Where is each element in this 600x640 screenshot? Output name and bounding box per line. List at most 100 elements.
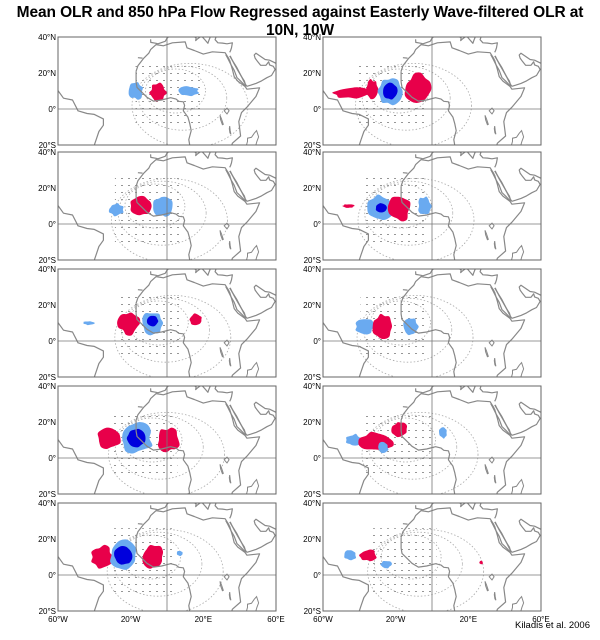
map-frame — [57, 151, 277, 261]
longitude-label: 60°E — [532, 615, 549, 624]
coastline — [245, 244, 260, 260]
latitude-label: 20°S — [39, 607, 56, 616]
negative-olr-anomaly — [418, 196, 432, 215]
mean-olr-contour — [121, 417, 183, 463]
coastline — [58, 439, 105, 494]
coastline — [488, 573, 495, 581]
coastline — [223, 107, 230, 115]
negative-olr-anomaly — [378, 441, 389, 454]
negative-olr-anomaly — [346, 433, 362, 446]
latitude-label: 40°N — [303, 499, 321, 508]
coastline — [490, 520, 512, 553]
map-frame — [57, 36, 277, 146]
longitude-label: 20°W — [121, 615, 141, 624]
latitude-label: 0° — [313, 571, 321, 580]
coastline — [494, 55, 512, 86]
latitude-label: 20°S — [39, 256, 56, 265]
coastline — [150, 37, 233, 53]
coastline — [488, 222, 495, 230]
coastline — [323, 556, 369, 611]
coastline — [494, 404, 512, 435]
longitude-label: 20°E — [195, 615, 212, 624]
coastline — [225, 54, 247, 87]
coastline — [135, 71, 192, 145]
coastline — [229, 521, 247, 552]
coastline — [135, 303, 192, 377]
latitude-label: 20°N — [303, 535, 321, 544]
coastline — [415, 503, 498, 519]
coastline — [135, 186, 192, 260]
negative-olr-anomaly — [344, 550, 357, 561]
coastline — [510, 244, 525, 260]
coastline — [245, 129, 260, 145]
positive-olr-anomaly — [404, 72, 432, 103]
latitude-label: 20°S — [304, 607, 321, 616]
figure-title: Mean OLR and 850 hPa Flow Regressed agai… — [16, 4, 584, 39]
coastline — [494, 170, 512, 201]
map-panels — [57, 36, 542, 612]
positive-olr-anomaly — [387, 196, 411, 222]
wind-vector-field — [371, 528, 437, 593]
coastline — [58, 556, 105, 611]
latitude-label: 20°N — [303, 301, 321, 310]
strong-negative-olr-anomaly — [383, 82, 398, 100]
longitude-label: 20°W — [386, 615, 406, 624]
mean-olr-contour — [114, 295, 232, 377]
negative-olr-anomaly — [176, 550, 183, 557]
coastline — [150, 503, 233, 519]
coastline — [484, 347, 489, 358]
coastline — [228, 592, 232, 601]
coastline — [494, 287, 512, 318]
map-frame — [322, 385, 542, 495]
coastline — [488, 107, 495, 115]
coastline — [400, 537, 457, 611]
latitude-label: 40°N — [38, 148, 56, 157]
map-panel — [57, 268, 277, 378]
coastline — [150, 269, 233, 285]
latitude-label: 40°N — [38, 382, 56, 391]
latitude-label: 20°N — [38, 535, 56, 544]
latitude-label: 0° — [48, 105, 56, 114]
map-frame — [322, 268, 542, 378]
positive-olr-anomaly — [91, 544, 114, 569]
coastline — [223, 456, 230, 464]
negative-olr-anomaly — [178, 86, 200, 97]
latitude-label: 40°N — [303, 33, 321, 42]
positive-olr-anomaly — [189, 313, 202, 326]
latitude-label: 0° — [48, 337, 56, 346]
negative-olr-anomaly — [438, 427, 447, 439]
coastline — [488, 456, 495, 464]
coastline — [510, 478, 525, 494]
coastline — [229, 55, 247, 86]
coastline — [415, 37, 498, 53]
coastline — [484, 581, 489, 592]
mean-olr-contour — [106, 529, 224, 611]
map-panel — [57, 36, 277, 146]
map-panel — [57, 502, 277, 612]
coastline — [484, 464, 489, 475]
mean-olr-contour — [364, 180, 454, 246]
coastline — [490, 169, 512, 202]
latitude-label: 40°N — [38, 265, 56, 274]
coastline — [228, 358, 232, 367]
strong-negative-olr-anomaly — [375, 203, 387, 213]
latitude-label: 0° — [48, 220, 56, 229]
coastline — [400, 71, 457, 145]
coastline — [494, 521, 512, 552]
coastline — [219, 115, 224, 126]
latitude-label: 40°N — [38, 499, 56, 508]
coastline — [510, 129, 525, 145]
map-panel — [322, 502, 542, 612]
latitude-label: 20°N — [303, 418, 321, 427]
positive-olr-anomaly — [342, 204, 355, 208]
coastline — [400, 303, 457, 377]
strong-negative-olr-anomaly — [114, 546, 133, 565]
map-panel — [322, 36, 542, 146]
coastline — [219, 230, 224, 241]
coastline — [490, 286, 512, 319]
map-frame — [57, 385, 277, 495]
coastline — [493, 592, 497, 601]
coastline — [229, 287, 247, 318]
latitude-label: 20°S — [39, 141, 56, 150]
